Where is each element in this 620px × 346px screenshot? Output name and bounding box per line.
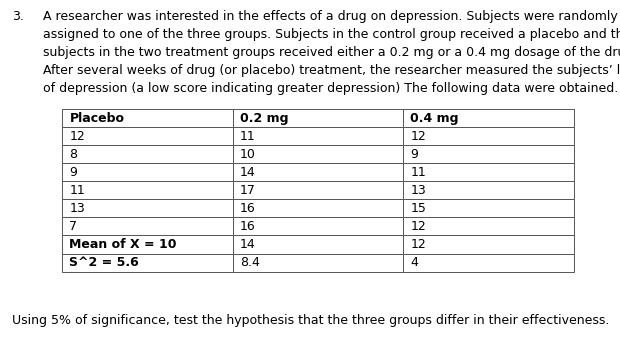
Text: 0.2 mg: 0.2 mg: [240, 111, 288, 125]
Text: 14: 14: [240, 166, 255, 179]
Text: 8: 8: [69, 148, 78, 161]
Text: 7: 7: [69, 220, 78, 233]
Text: 12: 12: [410, 130, 426, 143]
Text: 12: 12: [69, 130, 85, 143]
Text: 16: 16: [240, 220, 255, 233]
Text: 3.: 3.: [12, 10, 24, 24]
Text: A researcher was interested in the effects of a drug on depression. Subjects wer: A researcher was interested in the effec…: [43, 10, 620, 95]
Text: 0.4 mg: 0.4 mg: [410, 111, 459, 125]
Text: 16: 16: [240, 202, 255, 215]
Text: 11: 11: [410, 166, 426, 179]
Text: 13: 13: [410, 184, 426, 197]
Text: 10: 10: [240, 148, 256, 161]
Text: 11: 11: [69, 184, 85, 197]
Text: Mean of X = 10: Mean of X = 10: [69, 238, 177, 251]
Text: 12: 12: [410, 238, 426, 251]
Text: 8.4: 8.4: [240, 256, 260, 269]
Text: S^2 = 5.6: S^2 = 5.6: [69, 256, 139, 269]
Text: Using 5% of significance, test the hypothesis that the three groups differ in th: Using 5% of significance, test the hypot…: [12, 314, 610, 327]
Text: 12: 12: [410, 220, 426, 233]
Text: Placebo: Placebo: [69, 111, 125, 125]
Text: 17: 17: [240, 184, 256, 197]
Text: 4: 4: [410, 256, 418, 269]
Text: 9: 9: [410, 148, 418, 161]
Text: 11: 11: [240, 130, 255, 143]
Text: 13: 13: [69, 202, 85, 215]
Text: 15: 15: [410, 202, 427, 215]
Text: 14: 14: [240, 238, 255, 251]
Text: 9: 9: [69, 166, 78, 179]
